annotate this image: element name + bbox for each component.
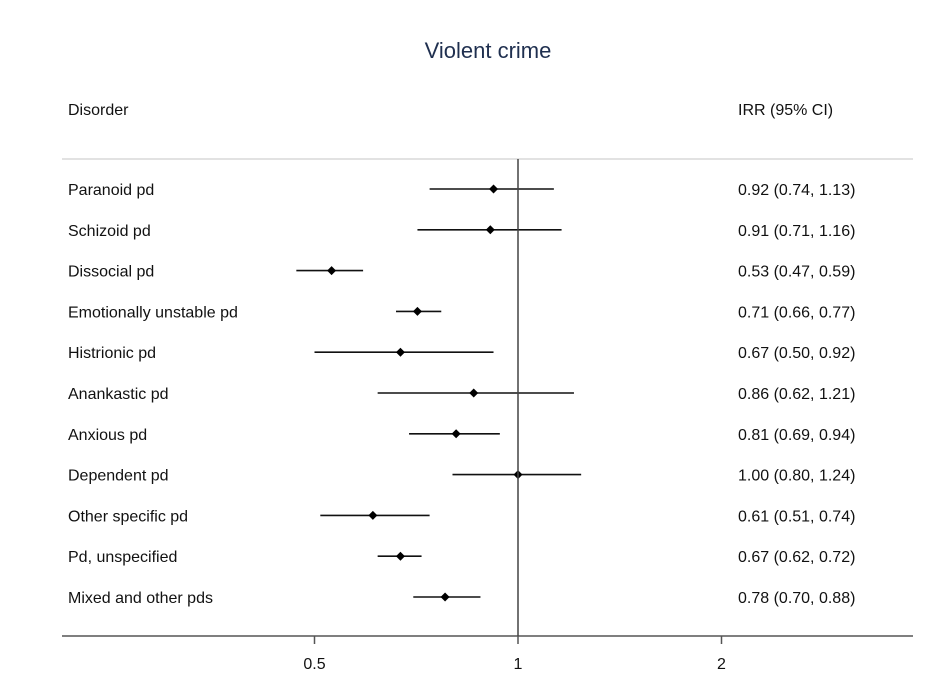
row-label: Anxious pd <box>68 427 147 444</box>
table-row: Dissocial pd 0.53 (0.47, 0.59) <box>68 264 855 281</box>
row-label: Paranoid pd <box>68 182 154 199</box>
point-estimate <box>489 184 499 194</box>
row-value: 0.81 (0.69, 0.94) <box>738 427 855 444</box>
row-label: Dependent pd <box>68 468 169 485</box>
point-estimate <box>368 510 378 520</box>
point-estimate <box>485 225 495 235</box>
table-row: Emotionally unstable pd 0.71 (0.66, 0.77) <box>68 304 855 321</box>
point-estimate <box>451 429 461 439</box>
table-row: Anxious pd 0.81 (0.69, 0.94) <box>68 427 855 444</box>
x-tick-label: 0.5 <box>303 656 325 673</box>
row-label: Anankastic pd <box>68 386 169 403</box>
row-value: 0.91 (0.71, 1.16) <box>738 223 855 240</box>
x-tick-label: 2 <box>717 656 726 673</box>
table-row: Anankastic pd 0.86 (0.62, 1.21) <box>68 386 855 403</box>
row-value: 0.67 (0.50, 0.92) <box>738 345 855 362</box>
row-label: Other specific pd <box>68 508 188 525</box>
point-estimate <box>469 388 479 398</box>
row-label: Dissocial pd <box>68 264 154 281</box>
point-estimate <box>412 306 422 316</box>
chart-title: Violent crime <box>425 38 552 63</box>
row-label: Schizoid pd <box>68 223 151 240</box>
column-header-irr: IRR (95% CI) <box>738 102 833 119</box>
table-row: Paranoid pd 0.92 (0.74, 1.13) <box>68 182 855 199</box>
row-value: 0.53 (0.47, 0.59) <box>738 264 855 281</box>
point-estimate <box>395 551 405 561</box>
row-value: 0.61 (0.51, 0.74) <box>738 508 855 525</box>
table-row: Histrionic pd 0.67 (0.50, 0.92) <box>68 345 855 362</box>
row-value: 0.92 (0.74, 1.13) <box>738 182 855 199</box>
point-estimate <box>440 592 450 602</box>
table-row: Other specific pd 0.61 (0.51, 0.74) <box>68 508 855 525</box>
row-label: Emotionally unstable pd <box>68 304 238 321</box>
column-header-disorder: Disorder <box>68 102 129 119</box>
point-estimate <box>395 347 405 357</box>
row-value: 0.78 (0.70, 0.88) <box>738 590 855 607</box>
row-value: 0.86 (0.62, 1.21) <box>738 386 855 403</box>
table-row: Pd, unspecified 0.67 (0.62, 0.72) <box>68 549 855 566</box>
table-row: Mixed and other pds 0.78 (0.70, 0.88) <box>68 590 855 607</box>
point-estimate <box>327 266 337 276</box>
table-row: Schizoid pd 0.91 (0.71, 1.16) <box>68 223 855 240</box>
row-label: Histrionic pd <box>68 345 156 362</box>
row-label: Mixed and other pds <box>68 590 213 607</box>
table-row: Dependent pd 1.00 (0.80, 1.24) <box>68 468 855 485</box>
row-value: 1.00 (0.80, 1.24) <box>738 468 855 485</box>
x-tick-label: 1 <box>514 656 523 673</box>
row-label: Pd, unspecified <box>68 549 177 566</box>
row-value: 0.67 (0.62, 0.72) <box>738 549 855 566</box>
row-value: 0.71 (0.66, 0.77) <box>738 304 855 321</box>
